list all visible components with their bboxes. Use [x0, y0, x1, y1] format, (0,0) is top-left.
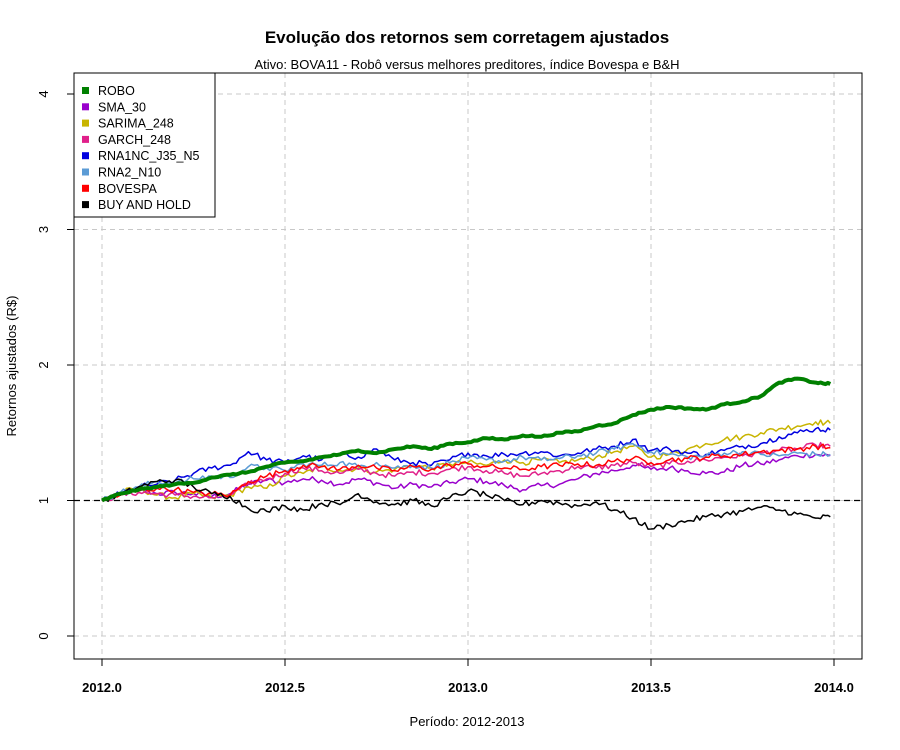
legend-swatch [82, 87, 89, 94]
legend-box [73, 72, 216, 218]
x-tick-label: 2012.5 [265, 680, 305, 695]
legend-label: BOVESPA [98, 182, 157, 196]
series-line-garch-248 [101, 441, 831, 502]
legend-label: RNA1NC_J35_N5 [98, 149, 199, 163]
series-line-rna1nc-j35-n5 [101, 426, 831, 501]
y-tick-label: 3 [36, 226, 51, 233]
chart-subtitle: Ativo: BOVA11 - Robô versus melhores pre… [254, 57, 679, 72]
x-axis-title: Período: 2012-2013 [410, 714, 525, 729]
legend-swatch [82, 135, 89, 143]
y-tick-label: 4 [36, 90, 51, 97]
y-axis: 0 1 2 3 4 [36, 90, 75, 640]
x-tick-label: 2013.5 [631, 680, 671, 695]
series-line-bovespa [101, 443, 831, 502]
legend-swatch [82, 119, 89, 127]
legend-swatch [82, 184, 89, 192]
x-tick-label: 2013.0 [448, 680, 488, 695]
y-tick-label: 2 [36, 361, 51, 368]
chart-title: Evolução dos retornos sem corretagem aju… [265, 28, 669, 47]
legend: ROBO SMA_30 SARIMA_248 GARCH_248 RNA1NC_J35_… [73, 72, 216, 218]
series-lines [101, 376, 832, 530]
series-line-robo [101, 376, 832, 503]
legend-label: GARCH_248 [98, 133, 171, 147]
y-tick-label: 0 [36, 632, 51, 639]
y-axis-title: Retornos ajustados (R$) [4, 296, 19, 437]
series-line-sarima-248 [101, 419, 831, 502]
y-tick-label: 1 [36, 497, 51, 504]
grid [74, 73, 862, 659]
legend-label: BUY AND HOLD [98, 198, 191, 212]
legend-swatch [82, 103, 89, 111]
legend-label: SARIMA_248 [98, 117, 174, 131]
legend-swatch [82, 168, 89, 176]
legend-swatch [82, 201, 89, 209]
legend-label: RNA2_N10 [98, 166, 161, 180]
series-line-buy-and-hold [101, 478, 831, 530]
legend-label: SMA_30 [98, 100, 146, 114]
legend-swatch [82, 152, 89, 160]
x-axis: 2012.0 2012.5 2013.0 2013.5 2014.0 [82, 658, 854, 695]
x-tick-label: 2014.0 [814, 680, 854, 695]
legend-label: ROBO [98, 84, 135, 98]
x-tick-label: 2012.0 [82, 680, 122, 695]
